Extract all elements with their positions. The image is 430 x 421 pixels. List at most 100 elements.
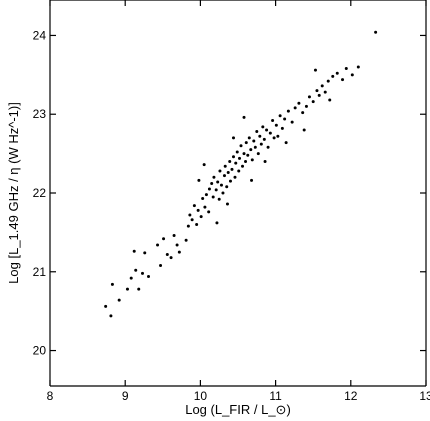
y-tick-label: 23 xyxy=(33,107,47,121)
data-point xyxy=(283,117,287,121)
data-point xyxy=(252,139,256,143)
data-point xyxy=(235,150,239,154)
data-point xyxy=(129,276,133,280)
x-tick-label: 10 xyxy=(194,389,208,403)
data-point xyxy=(228,159,232,163)
data-point xyxy=(242,115,246,119)
data-point xyxy=(293,106,297,110)
data-point xyxy=(210,182,214,186)
data-point xyxy=(207,187,211,191)
data-point xyxy=(197,178,201,182)
x-tick-label: 13 xyxy=(419,389,430,403)
data-point xyxy=(302,128,306,132)
data-point xyxy=(290,120,294,124)
data-point xyxy=(250,158,254,162)
data-point xyxy=(261,125,265,129)
data-point xyxy=(241,164,245,168)
data-point xyxy=(196,208,200,212)
data-point xyxy=(317,93,321,97)
data-point xyxy=(335,71,339,75)
data-point xyxy=(159,263,163,267)
x-tick-label: 11 xyxy=(269,389,282,403)
data-point xyxy=(242,152,246,156)
data-point xyxy=(231,155,235,159)
data-point xyxy=(326,79,330,83)
data-point xyxy=(156,243,160,247)
data-point xyxy=(350,73,354,77)
data-point xyxy=(104,304,108,308)
data-point xyxy=(217,197,221,201)
data-point xyxy=(218,169,222,173)
data-point xyxy=(331,74,335,78)
data-point xyxy=(177,250,181,254)
data-point xyxy=(117,298,121,302)
data-point xyxy=(190,218,194,222)
data-point xyxy=(341,78,345,82)
data-point xyxy=(374,30,378,34)
data-point xyxy=(137,287,141,291)
data-point xyxy=(234,161,238,165)
data-point xyxy=(315,89,319,93)
x-tick-label: 8 xyxy=(47,389,54,403)
data-point xyxy=(265,128,269,132)
data-point xyxy=(304,104,308,108)
data-point xyxy=(271,119,275,123)
data-point xyxy=(228,179,232,183)
data-point xyxy=(272,136,276,140)
data-point xyxy=(253,145,257,149)
data-point xyxy=(214,188,218,192)
data-point xyxy=(266,145,270,149)
data-point xyxy=(233,175,237,179)
data-point xyxy=(323,90,327,94)
data-point xyxy=(221,191,225,195)
data-point xyxy=(268,131,272,135)
data-point xyxy=(147,275,151,279)
data-point xyxy=(162,237,166,241)
data-point xyxy=(255,130,259,134)
data-point xyxy=(188,213,192,217)
data-point xyxy=(207,210,211,214)
data-point xyxy=(311,100,315,104)
data-point xyxy=(132,249,136,253)
data-point xyxy=(258,134,262,138)
data-point xyxy=(172,234,176,238)
data-point xyxy=(219,183,223,187)
data-point xyxy=(249,148,253,152)
data-point xyxy=(222,174,226,178)
data-point xyxy=(239,144,243,148)
data-point xyxy=(276,134,280,138)
data-point xyxy=(225,185,229,189)
data-point xyxy=(286,109,290,113)
data-point xyxy=(140,271,144,275)
data-point xyxy=(202,163,206,167)
data-point xyxy=(230,167,234,171)
x-tick-label: 9 xyxy=(122,389,129,403)
data-point xyxy=(226,171,230,175)
data-point xyxy=(297,101,301,105)
data-point xyxy=(215,221,219,225)
data-point xyxy=(231,136,235,140)
data-point xyxy=(278,114,282,118)
data-point xyxy=(199,215,203,219)
data-point xyxy=(247,136,251,140)
x-axis-title: Log (L_FIR / L_⊙) xyxy=(185,402,291,417)
data-point xyxy=(212,175,216,179)
data-point xyxy=(134,268,138,272)
data-point xyxy=(284,141,288,145)
y-axis-title: Log [L_1.49 GHz / η (W Hz^-1)] xyxy=(6,102,21,284)
y-tick-label: 22 xyxy=(33,186,47,200)
data-point xyxy=(244,141,248,145)
data-point xyxy=(223,164,227,168)
data-point xyxy=(204,193,208,197)
data-point xyxy=(203,205,207,209)
data-point xyxy=(356,65,360,69)
data-point xyxy=(225,202,229,206)
data-point xyxy=(262,137,266,141)
data-point xyxy=(125,287,129,291)
data-point xyxy=(195,223,199,227)
data-point xyxy=(274,123,278,127)
data-point xyxy=(244,159,248,163)
data-point xyxy=(237,169,241,173)
data-point xyxy=(201,197,205,201)
